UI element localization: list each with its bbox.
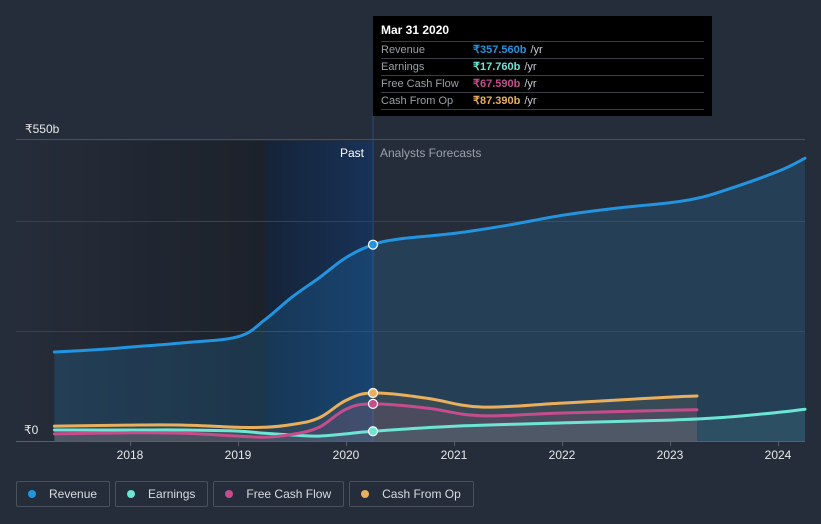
line-free-cash-flow (52, 402, 699, 439)
legend: Revenue Earnings Free Cash Flow Cash Fro… (16, 481, 474, 507)
area-earnings (54, 409, 805, 441)
tooltip-label: Earnings (381, 61, 425, 73)
tooltip-row-earnings: Earnings ₹17.760b /yr (381, 59, 704, 76)
x-tick-label: 2023 (657, 448, 684, 462)
tooltip-unit: /yr (524, 61, 537, 73)
tooltip-label: Revenue (381, 44, 426, 56)
area-free-cash-flow (54, 403, 697, 441)
tooltip-date: Mar 31 2020 (381, 22, 704, 42)
legend-item-cash-from-op[interactable]: Cash From Op (349, 481, 474, 507)
tooltip-row-free-cash-flow: Free Cash Flow ₹67.590b /yr (381, 76, 704, 93)
legend-dot-icon (225, 490, 234, 498)
y-tick-label-max: ₹550b (25, 122, 60, 136)
line-revenue (52, 156, 807, 354)
marker-earnings[interactable] (367, 426, 379, 437)
x-tick-label: 2022 (549, 448, 576, 462)
tooltip-unit: /yr (524, 78, 537, 90)
tooltip-value: ₹357.560b (473, 44, 527, 56)
tooltip-row-revenue: Revenue ₹357.560b /yr (381, 42, 704, 59)
legend-label: Cash From Op (382, 487, 461, 501)
tooltip-value: ₹67.590b (473, 78, 521, 90)
tooltip-unit: /yr (530, 44, 543, 56)
tooltip-value: ₹87.390b (473, 95, 521, 107)
legend-label: Revenue (49, 487, 98, 501)
x-tick-label: 2024 (765, 448, 792, 462)
legend-item-revenue[interactable]: Revenue (16, 481, 111, 507)
tooltip-label: Free Cash Flow (381, 78, 459, 90)
legend-label: Earnings (148, 487, 196, 501)
tooltip-row-cash-from-op: Cash From Op ₹87.390b /yr (381, 93, 704, 110)
marker-cash-from-op[interactable] (367, 387, 379, 399)
forecast-label: Analysts Forecasts (380, 146, 481, 160)
marker-free-cash-flow[interactable] (367, 398, 379, 409)
past-highlight-region (265, 141, 373, 441)
y-tick-label-zero: ₹0 (24, 423, 39, 437)
marker-revenue[interactable] (367, 239, 379, 250)
legend-item-earnings[interactable]: Earnings (115, 481, 209, 507)
area-revenue (54, 158, 805, 441)
x-tick-label: 2021 (441, 448, 468, 462)
past-label: Past (340, 146, 365, 160)
legend-dot-icon (361, 490, 370, 498)
tooltip: Mar 31 2020 Revenue ₹357.560b /yr Earnin… (373, 16, 712, 116)
legend-item-free-cash-flow[interactable]: Free Cash Flow (213, 481, 345, 507)
line-earnings (52, 407, 807, 438)
x-tick-label: 2019 (225, 448, 252, 462)
tooltip-label: Cash From Op (381, 95, 454, 107)
x-tick-label: 2020 (333, 448, 360, 462)
past-background (16, 141, 265, 441)
x-tick-label: 2018 (117, 448, 144, 462)
tooltip-unit: /yr (524, 95, 537, 107)
legend-dot-icon (127, 490, 136, 498)
legend-label: Free Cash Flow (246, 487, 332, 501)
legend-dot-icon (28, 490, 36, 498)
line-cash-from-op (52, 391, 699, 430)
tooltip-value: ₹17.760b (473, 61, 521, 73)
